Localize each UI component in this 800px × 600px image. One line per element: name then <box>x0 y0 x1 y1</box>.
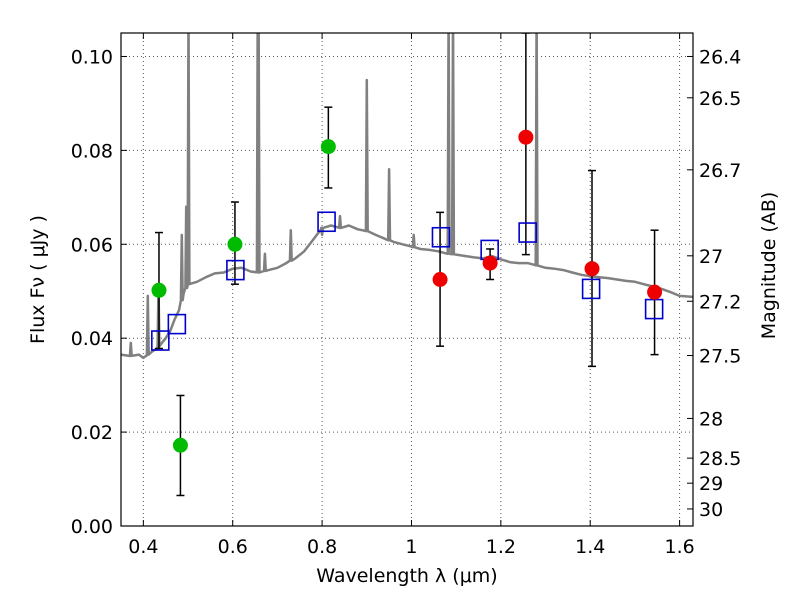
x-tick-label: 1.2 <box>486 536 516 558</box>
y-tick-label: 0.04 <box>71 328 113 350</box>
model-photometry-box <box>151 330 170 351</box>
mag-tick-label: 28.5 <box>699 448 741 470</box>
observed-point-red <box>518 129 534 145</box>
mag-tick-label: 28 <box>699 408 723 430</box>
x-tick-label: 0.6 <box>218 536 248 558</box>
tick-labels: 0.4 0.6 0.8 1 1.2 1.4 1.6 0.00 0.02 0.04 0.06 0.08 0… <box>71 46 742 558</box>
model-photometry-box <box>518 222 537 243</box>
template-spectrum-line <box>121 33 693 360</box>
mag-tick-label: 26.7 <box>699 160 741 182</box>
observed-point-red <box>584 261 600 277</box>
template-spectrum <box>121 33 693 360</box>
model-photometry-box <box>581 278 601 300</box>
x-tick-label: 0.4 <box>128 536 158 558</box>
observed-point-green <box>151 282 167 298</box>
ticks <box>121 33 693 527</box>
model-photometry-box <box>226 259 245 281</box>
mag-tick-label: 27.2 <box>699 291 741 313</box>
observed-point-green <box>227 236 243 252</box>
mag-tick-label: 27 <box>699 246 723 268</box>
x-tick-label: 0.8 <box>307 536 337 558</box>
observed-point-green <box>320 139 336 155</box>
mag-tick-label: 30 <box>699 499 723 521</box>
x-tick-label: 1.6 <box>664 536 694 558</box>
plot-frame <box>120 32 694 527</box>
y-tick-label: 0.00 <box>71 516 113 538</box>
observed-point-red <box>647 284 663 300</box>
y-tick-label: 0.06 <box>71 234 113 256</box>
y-tick-label: 0.10 <box>71 46 113 68</box>
model-photometry-box <box>167 313 187 335</box>
mag-tick-label: 26.4 <box>699 46 741 68</box>
x-axis-label: Wavelength λ (μm) <box>316 565 497 587</box>
y-tick-label: 0.02 <box>71 422 113 444</box>
observed-point-red <box>482 255 498 271</box>
observed-point-red <box>432 272 448 287</box>
mag-tick-label: 27.5 <box>699 346 741 368</box>
y-tick-label: 0.08 <box>71 140 113 162</box>
model-photometry-box <box>431 226 451 248</box>
grid <box>121 33 693 527</box>
x-tick-label: 1.4 <box>575 536 605 558</box>
y-axis-label: Flux Fν ( μJy ) <box>27 215 49 344</box>
mag-tick-label: 29 <box>699 473 723 495</box>
mag-tick-label: 26.5 <box>699 88 741 110</box>
observed-point-green <box>172 437 188 453</box>
error-bars <box>154 33 659 497</box>
y2-axis-label: Magnitude (AB) <box>758 192 780 340</box>
data-markers <box>151 129 664 453</box>
x-tick-label: 1 <box>405 536 417 558</box>
model-photometry-box <box>317 211 336 233</box>
